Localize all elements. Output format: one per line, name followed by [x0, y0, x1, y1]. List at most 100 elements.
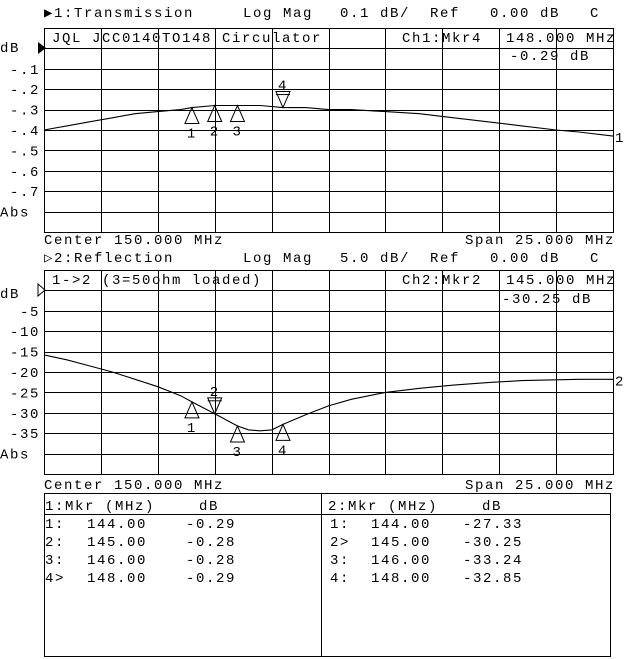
channel-1-active-marker-value: -0.29 dB — [510, 49, 590, 65]
channel-2-plot: -5 -10 -15 -20 -25 -30 -35 Abs 2 1 2 3 4 — [0, 270, 625, 475]
marker-freq: 148.00 — [87, 571, 147, 587]
marker-id: 1: — [45, 517, 65, 533]
y-axis-tick-label: -.6 — [10, 165, 40, 181]
marker-db: -33.24 — [463, 553, 523, 569]
channel-2-center: Center 150.000 MHz — [44, 478, 224, 494]
marker-freq: 146.00 — [371, 553, 431, 569]
marker-db: -0.29 — [186, 571, 236, 587]
marker-freq: 145.00 — [87, 535, 147, 551]
marker-id: 3: — [330, 553, 350, 569]
marker-db: -27.33 — [463, 517, 523, 533]
marker-label: 2 — [210, 125, 220, 141]
channel-1-active-marker-freq: 148.000 MHz — [506, 31, 616, 47]
marker-id: 3: — [45, 553, 65, 569]
channel-1-coupling: C — [590, 6, 600, 22]
y-axis-tick-label: -.1 — [10, 63, 40, 79]
y-axis-tick-label: -.4 — [10, 124, 40, 140]
channel-2-active-marker-freq: 145.000 MHz — [506, 273, 616, 289]
channel-2-scale: 5.0 dB/ — [340, 251, 410, 267]
table-row: 4: 148.00 -32.85 — [330, 571, 523, 587]
channel-2-header: ▷2:Reflection Log Mag 5.0 dB/ Ref 0.00 d… — [44, 251, 600, 267]
y-axis-tick-label: -20 — [10, 366, 40, 382]
channel-1-title[interactable]: ▶1:Transmission — [44, 6, 194, 22]
trace-label: 1 — [615, 131, 625, 147]
reference-position-icon — [37, 282, 46, 298]
table-row: 1: 144.00 -27.33 — [330, 517, 523, 533]
marker-table-channel-2: 2:Mkr (MHz) dB 1: 144.00 -27.33 2> 145.0… — [328, 499, 523, 587]
channel-1-ref-label: Ref — [430, 6, 460, 22]
channel-1-scale: 0.1 dB/ — [340, 6, 410, 22]
marker-label: 4 — [278, 443, 288, 459]
channel-2-active-marker-value: -30.25 dB — [502, 292, 592, 308]
measurement-trace — [43, 354, 613, 432]
channel-2-span: Span 25.000 MHz — [465, 478, 615, 494]
marker-label: 1 — [187, 421, 197, 437]
marker-freq: 145.00 — [371, 535, 431, 551]
table-header-db: dB — [482, 499, 502, 515]
marker-db: -0.28 — [186, 553, 236, 569]
y-axis-tick-label: -5 — [20, 305, 40, 321]
marker-freq: 144.00 — [87, 517, 147, 533]
active-marker-icon — [275, 91, 291, 109]
channel-1-annotations: JQL JCC0140TO148 Circulator Ch1:Mkr4 148… — [0, 31, 616, 249]
marker-label: 2 — [210, 385, 220, 401]
table-header-mkr: 2:Mkr (MHz) — [328, 499, 438, 515]
marker-label: 4 — [278, 79, 288, 95]
marker-id: 2> — [330, 535, 350, 551]
channel-1-ref-value: 0.00 dB — [490, 6, 560, 22]
marker-label: 3 — [232, 125, 242, 141]
y-axis-tick-label: -35 — [10, 427, 40, 443]
table-header-mkr: 1:Mkr (MHz) — [45, 499, 155, 515]
channel-1-format: Log Mag — [243, 6, 313, 22]
marker-icon — [229, 424, 246, 443]
marker-icon — [229, 104, 246, 123]
table-row: 1: 144.00 -0.29 — [45, 517, 236, 533]
marker-id: 2: — [45, 535, 65, 551]
marker-db: -0.28 — [186, 535, 236, 551]
marker-icon — [275, 423, 291, 441]
table-row: 2: 145.00 -0.28 — [45, 535, 236, 551]
marker-id: 1: — [330, 517, 350, 533]
marker-icon — [184, 400, 200, 419]
channel-1-center: Center 150.000 MHz — [44, 233, 224, 249]
y-axis-tick-label: -.3 — [10, 104, 40, 120]
table-row: 2> 145.00 -30.25 — [330, 535, 521, 551]
channel-2-unit-label: dB — [0, 287, 20, 303]
y-axis-bottom-label: Abs — [0, 448, 30, 464]
marker-id: 4> — [45, 571, 65, 587]
marker-table-border — [44, 493, 611, 657]
channel-2-format: Log Mag — [243, 251, 313, 267]
marker-icon — [206, 104, 223, 123]
table-header-db: dB — [199, 499, 219, 515]
y-axis-bottom-label: Abs — [0, 206, 30, 222]
channel-2-title[interactable]: ▷2:Reflection — [44, 251, 174, 267]
active-marker-icon — [206, 397, 223, 416]
y-axis-tick-label: -10 — [10, 325, 40, 341]
marker-db: -32.85 — [463, 571, 523, 587]
marker-table-channel-1: 1:Mkr (MHz) dB 1: 144.00 -0.29 2: 145.00… — [45, 499, 236, 587]
trace-label: 2 — [615, 374, 625, 390]
marker-db: -0.29 — [186, 517, 236, 533]
reference-position-icon — [38, 42, 46, 54]
marker-table: 1:Mkr (MHz) dB 1: 144.00 -0.29 2: 145.00… — [44, 493, 611, 657]
y-axis-tick-label: -30 — [10, 407, 40, 423]
table-row: 3: 146.00 -33.24 — [330, 553, 523, 569]
channel-1-span: Span 25.000 MHz — [465, 233, 615, 249]
channel-2-coupling: C — [590, 251, 600, 267]
channel-2-ref-value: 0.00 dB — [490, 251, 560, 267]
marker-freq: 148.00 — [371, 571, 431, 587]
marker-id: 4: — [330, 571, 350, 587]
y-axis-tick-label: -15 — [10, 346, 40, 362]
y-axis-tick-label: -.5 — [10, 144, 40, 160]
channel-1-header: ▶1:Transmission Log Mag 0.1 dB/ Ref 0.00… — [44, 6, 600, 22]
channel-1-active-marker-label: Ch1:Mkr4 — [402, 31, 482, 47]
y-axis-tick-label: -25 — [10, 386, 40, 402]
marker-label: 3 — [232, 445, 242, 461]
channel-2-annotation: 1->2 (3=50ohm loaded) — [52, 273, 262, 289]
table-row: 3: 146.00 -0.28 — [45, 553, 236, 569]
channel-1-annotation: JQL JCC0140TO148 Circulator — [52, 31, 322, 47]
channel-2-active-marker-label: Ch2:Mkr2 — [402, 273, 482, 289]
